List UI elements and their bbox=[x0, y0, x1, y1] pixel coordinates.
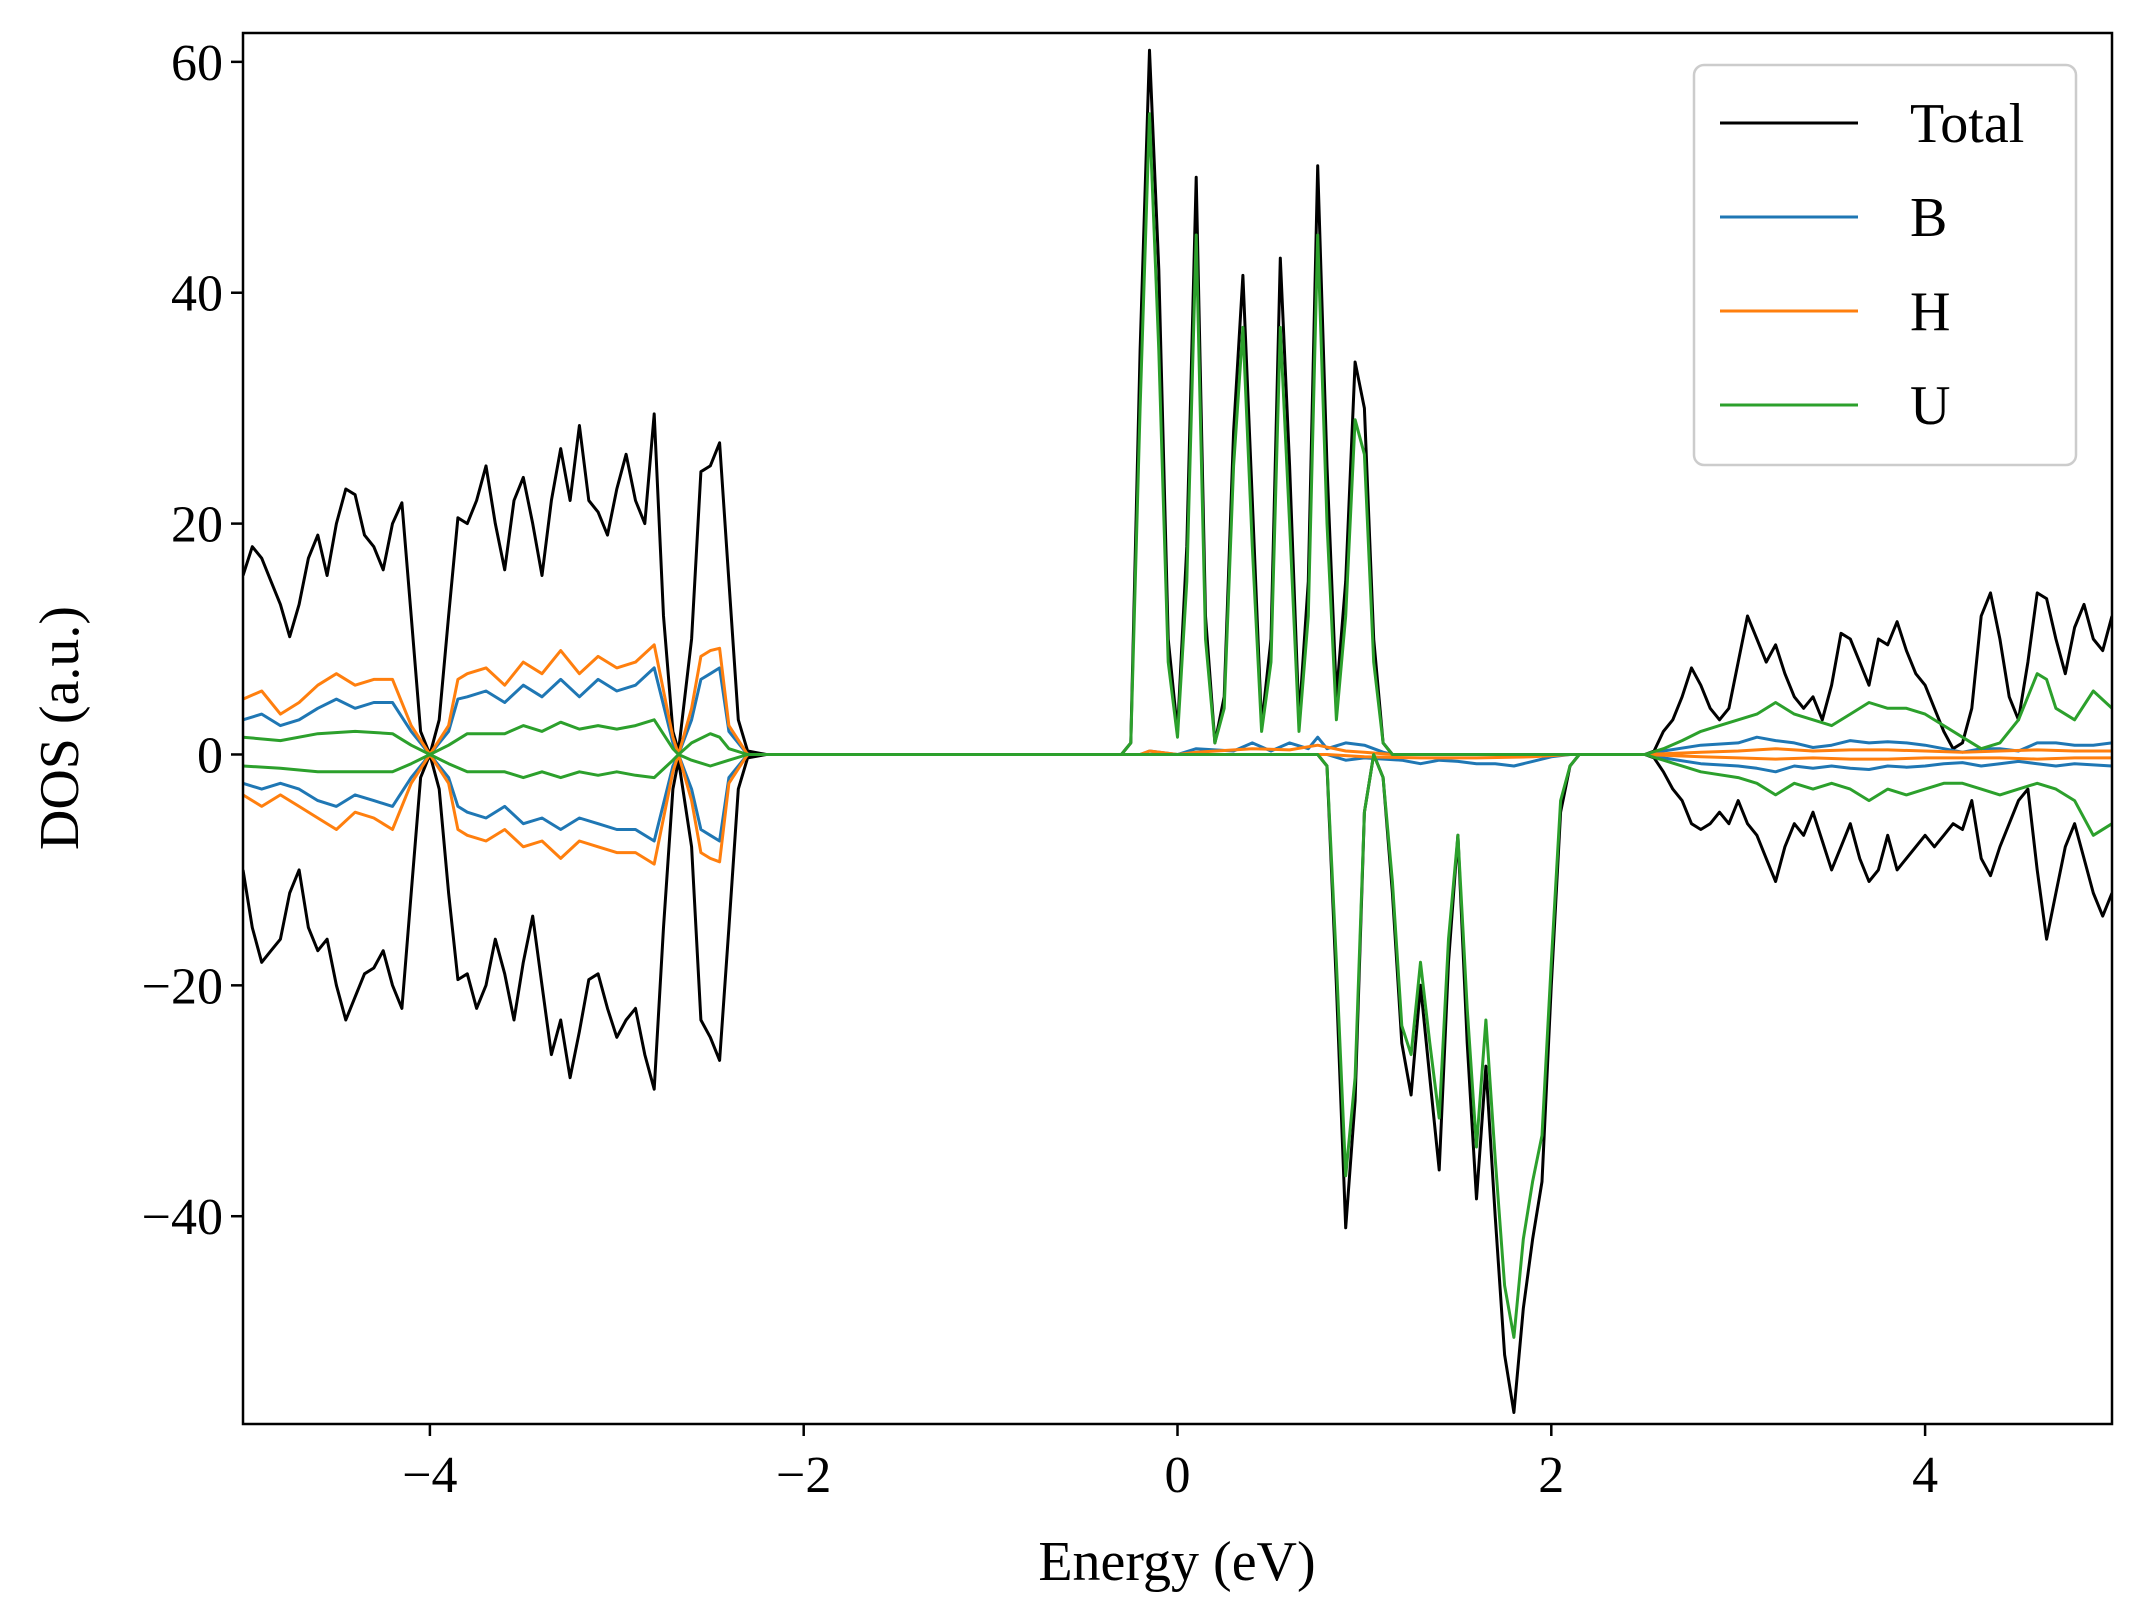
x-tick-label: −4 bbox=[402, 1447, 457, 1504]
legend-box bbox=[1692, 63, 2078, 467]
y-tick-label: 0 bbox=[197, 727, 223, 784]
legend-label-u: U bbox=[1910, 375, 1950, 437]
legend: Total BHU bbox=[1692, 63, 2078, 467]
y-axis: −40 −20 0 20 40 60 bbox=[142, 35, 243, 1246]
series-line-b-up bbox=[243, 666, 2112, 756]
legend-label-b: B bbox=[1910, 187, 1947, 249]
legend-label-total: Total bbox=[1910, 93, 2024, 155]
x-axis: −4 −2 0 2 4 bbox=[402, 1424, 1938, 1504]
x-tick-label: 4 bbox=[1912, 1447, 1938, 1504]
y-tick-label: 60 bbox=[171, 35, 223, 92]
series-line-u-up bbox=[243, 112, 2112, 756]
series-line-total-up bbox=[243, 48, 2112, 756]
y-tick-label: 20 bbox=[171, 497, 223, 554]
series-layer bbox=[243, 48, 2112, 1414]
y-tick-label: −40 bbox=[142, 1189, 223, 1246]
series-line-total-down bbox=[243, 753, 2112, 1414]
series-line-u-down bbox=[243, 753, 2112, 1339]
x-tick-label: 0 bbox=[1165, 1447, 1191, 1504]
x-axis-label: Energy (eV) bbox=[1038, 1531, 1315, 1593]
series-line-h-up bbox=[243, 643, 2112, 756]
y-axis-label: DOS (a.u.) bbox=[29, 606, 91, 850]
legend-label-h: H bbox=[1910, 281, 1950, 343]
y-tick-label: 40 bbox=[171, 266, 223, 323]
x-tick-label: 2 bbox=[1538, 1447, 1564, 1504]
x-tick-label: −2 bbox=[776, 1447, 831, 1504]
y-tick-label: −20 bbox=[142, 958, 223, 1015]
